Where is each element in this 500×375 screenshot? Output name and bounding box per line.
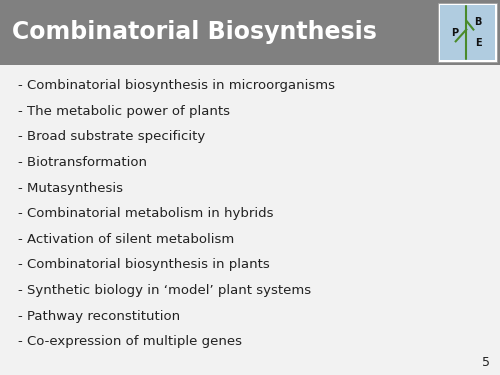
Bar <box>440 5 495 60</box>
Text: - Combinatorial biosynthesis in plants: - Combinatorial biosynthesis in plants <box>18 258 270 272</box>
Text: - Synthetic biology in ‘model’ plant systems: - Synthetic biology in ‘model’ plant sys… <box>18 284 311 297</box>
Text: - Combinatorial metabolism in hybrids: - Combinatorial metabolism in hybrids <box>18 207 274 220</box>
Text: - Combinatorial biosynthesis in microorganisms: - Combinatorial biosynthesis in microorg… <box>18 79 335 92</box>
Text: - Pathway reconstitution: - Pathway reconstitution <box>18 310 180 323</box>
Text: - Broad substrate specificity: - Broad substrate specificity <box>18 130 206 143</box>
Text: - Co-expression of multiple genes: - Co-expression of multiple genes <box>18 335 242 348</box>
Text: 5: 5 <box>482 356 490 369</box>
Text: - Biotransformation: - Biotransformation <box>18 156 147 169</box>
Bar <box>0 0 500 65</box>
Text: - The metabolic power of plants: - The metabolic power of plants <box>18 105 230 118</box>
Text: - Activation of silent metabolism: - Activation of silent metabolism <box>18 233 234 246</box>
Bar <box>438 3 497 62</box>
Text: - Mutasynthesis: - Mutasynthesis <box>18 182 123 195</box>
Text: E: E <box>475 38 482 48</box>
Text: B: B <box>474 17 482 27</box>
Text: P: P <box>451 27 458 38</box>
Text: Combinatorial Biosynthesis: Combinatorial Biosynthesis <box>12 21 377 45</box>
